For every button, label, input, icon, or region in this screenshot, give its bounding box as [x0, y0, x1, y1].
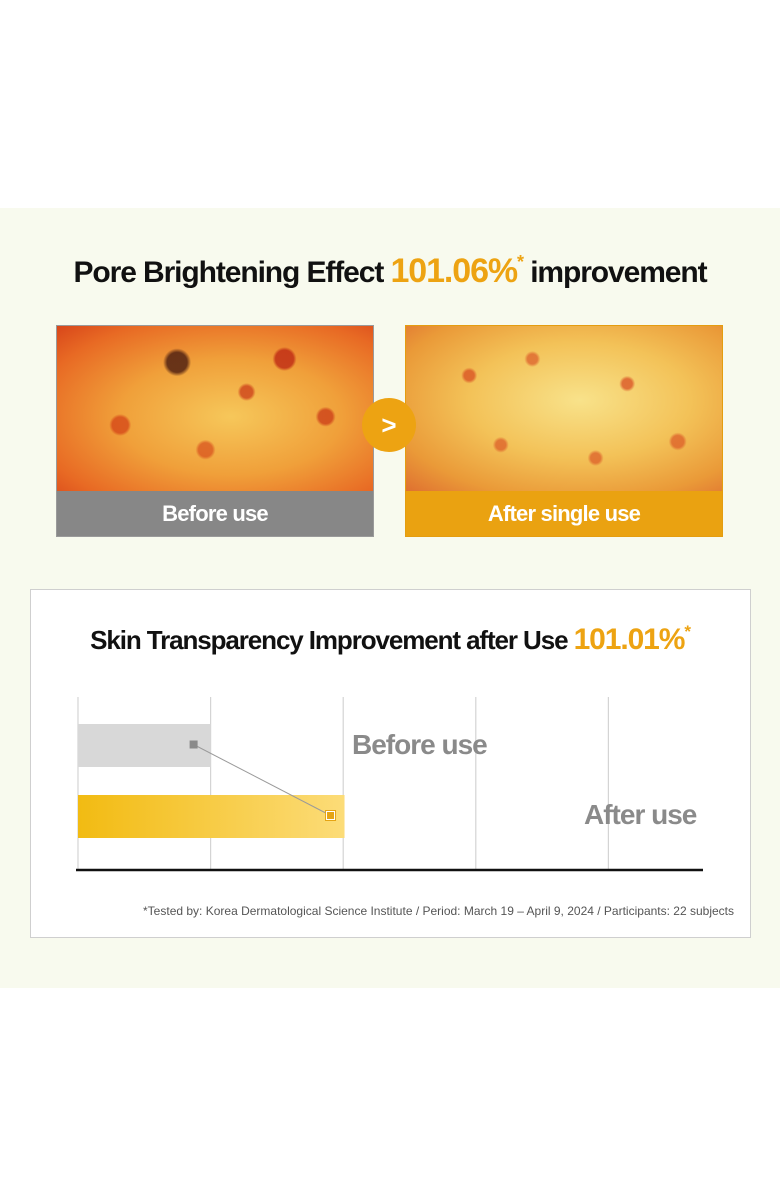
footnote: *Tested by: Korea Dermatological Science… [143, 904, 734, 918]
after-photo-card: After single use [405, 325, 723, 537]
after-skin-photo [406, 326, 722, 491]
headline-value: 101.06%* [390, 252, 525, 290]
before-photo-card: Before use [56, 325, 374, 537]
before-skin-photo [57, 326, 373, 491]
before-photo-label: Before use [57, 491, 373, 536]
chart-title: Skin Transparency Improvement after Use … [0, 622, 780, 657]
after-photo-label: After single use [406, 491, 722, 536]
chart-title-value: 101.01%* [573, 622, 691, 656]
after-use-bar-label: After use [584, 799, 697, 830]
before-use-bar-label: Before use [352, 729, 488, 760]
chevron-right-icon: > [362, 398, 416, 452]
headline-prefix: Pore Brightening Effect [73, 256, 385, 289]
chart-title-text: Skin Transparency Improvement after Use [90, 625, 568, 655]
headline-suffix: improvement [530, 256, 707, 289]
headline: Pore Brightening Effect 101.06%* improve… [0, 252, 780, 291]
